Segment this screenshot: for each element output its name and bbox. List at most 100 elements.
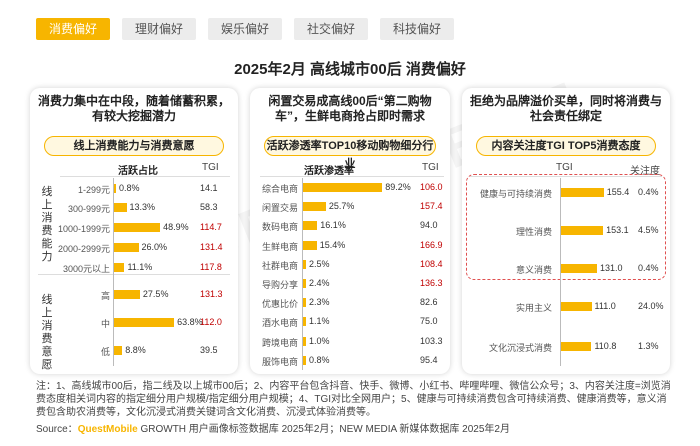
tgi-label: 103.3	[420, 335, 443, 346]
tgi-label: 106.0	[420, 182, 443, 192]
category-label: 1000-1999元	[57, 224, 110, 234]
bar	[561, 264, 598, 273]
bar	[303, 240, 317, 250]
tab-bar: 消费偏好 理财偏好 娱乐偏好 社交偏好 科技偏好	[36, 18, 454, 40]
value-label: 2.4%	[309, 278, 330, 288]
column-header-share: 活跃占比	[118, 166, 158, 177]
value-label: 2.3%	[309, 297, 330, 308]
value-label: 63.8%	[177, 317, 203, 327]
source-text: GROWTH 用户画像标签数据库 2025年2月；NEW MEDIA 新媒体数据…	[137, 424, 510, 435]
category-label: 导购分享	[261, 280, 298, 290]
value-label: 27.5%	[142, 289, 169, 299]
category-label: 300-999元	[67, 204, 110, 214]
tgi-label: 108.4	[420, 258, 443, 269]
bar	[561, 226, 604, 235]
category-label: 跨境电商	[261, 337, 298, 348]
highlight-box	[466, 174, 666, 280]
bar	[114, 263, 125, 272]
panel-consumption-power: 消费力集中在中段，随着储蓄积累，有较大挖掘潜力 线上消费能力与消费意愿 活跃占比…	[30, 88, 238, 374]
tgi-value-label: 153.1	[606, 225, 629, 235]
source-line: Source：QuestMobile GROWTH 用户画像标签数据库 2025…	[36, 420, 676, 435]
bar	[303, 183, 383, 192]
bar	[303, 317, 306, 327]
bar	[303, 279, 306, 288]
attention-label: 4.5%	[638, 225, 659, 235]
value-label: 2.5%	[309, 258, 330, 269]
category-label: 酒水电商	[261, 318, 298, 329]
tgi-value-label: 131.0	[600, 263, 623, 273]
value-label: 1.0%	[309, 335, 330, 346]
bar-axis	[113, 178, 114, 366]
tgi-label: 166.9	[420, 239, 443, 250]
category-label: 生鲜电商	[261, 241, 298, 252]
bar	[114, 318, 175, 327]
tgi-label: 58.3	[200, 202, 218, 212]
category-label: 闲置交易	[261, 203, 298, 214]
tgi-label: 14.1	[200, 183, 218, 193]
tgi-label: 117.8	[200, 262, 222, 272]
category-label: 社群电商	[261, 260, 298, 271]
column-header-penetration: 活跃渗透率	[304, 166, 354, 177]
tgi-label: 75.0	[420, 316, 438, 327]
bar	[114, 290, 140, 299]
value-label: 16.1%	[320, 220, 346, 231]
group-label-willingness: 线上消费意愿	[41, 294, 53, 371]
footnotes: 注：1、高线城市00后，指二线及以上城市00后；2、内容平台包含抖音、快手、微博…	[36, 381, 671, 418]
value-label: 25.7%	[328, 201, 355, 212]
panel-headline: 拒绝为品牌溢价买单，同时将消费与社会责任绑定	[470, 94, 663, 123]
panel-consumption-attitude: 拒绝为品牌溢价买单，同时将消费与社会责任绑定 内容关注度TGI TOP5消费态度…	[462, 88, 670, 374]
tgi-label: 82.6	[420, 297, 438, 308]
page-title: 2025年2月 高线城市00后 消费偏好	[234, 61, 466, 78]
category-label: 中	[100, 319, 110, 329]
panel-subtitle: 线上消费能力与消费意愿	[44, 136, 224, 156]
source-prefix: Source：	[36, 424, 78, 435]
bar	[561, 342, 592, 351]
value-label: 15.4%	[319, 239, 346, 250]
tgi-label: 157.4	[420, 201, 443, 212]
category-label: 文化沉浸式消费	[488, 343, 552, 353]
bar	[114, 243, 139, 252]
attention-label: 24.0%	[638, 301, 664, 311]
value-label: 13.3%	[129, 202, 156, 212]
bar	[303, 202, 326, 212]
value-label: 0.8%	[119, 183, 140, 193]
header-rule	[470, 176, 662, 177]
category-label: 综合电商	[261, 184, 298, 194]
tgi-label: 114.7	[200, 222, 222, 232]
bar	[303, 355, 306, 365]
bar	[303, 298, 306, 308]
value-label: 48.9%	[163, 222, 189, 232]
tab-4[interactable]: 科技偏好	[380, 18, 454, 40]
column-header-tgi: TGI	[202, 162, 219, 173]
category-label: 3000元以上	[62, 264, 110, 274]
category-label: 理性消费	[515, 227, 552, 237]
panel-subtitle: 活跃渗透率TOP10移动购物细分行业	[264, 136, 436, 170]
tab-0[interactable]: 消费偏好	[36, 18, 110, 40]
tab-1[interactable]: 理财偏好	[122, 18, 196, 40]
group-separator	[38, 274, 230, 275]
bar	[114, 203, 127, 212]
tab-2[interactable]: 娱乐偏好	[208, 18, 282, 40]
bar	[561, 188, 604, 197]
bar	[303, 259, 306, 269]
bar	[303, 221, 318, 231]
tgi-label: 94.0	[420, 220, 438, 231]
value-label: 89.2%	[385, 182, 411, 192]
bar	[114, 184, 116, 193]
column-header-attention: 关注度	[630, 166, 660, 177]
attention-label: 1.3%	[638, 341, 659, 351]
category-label: 低	[100, 347, 110, 357]
tgi-value-label: 155.4	[606, 187, 630, 197]
bar-axis	[302, 178, 303, 370]
tgi-label: 131.3	[200, 289, 223, 299]
header-rule	[60, 176, 230, 177]
tgi-label: 112.0	[200, 317, 222, 327]
bar	[561, 302, 592, 311]
tgi-value-label: 110.8	[594, 341, 617, 351]
tgi-label: 39.5	[200, 345, 218, 355]
group-label-power: 线上消费能力	[41, 186, 53, 263]
tgi-label: 131.4	[200, 242, 223, 252]
column-header-tgi: TGI	[422, 162, 439, 173]
tab-3[interactable]: 社交偏好	[294, 18, 368, 40]
category-label: 健康与可持续消费	[479, 189, 552, 199]
